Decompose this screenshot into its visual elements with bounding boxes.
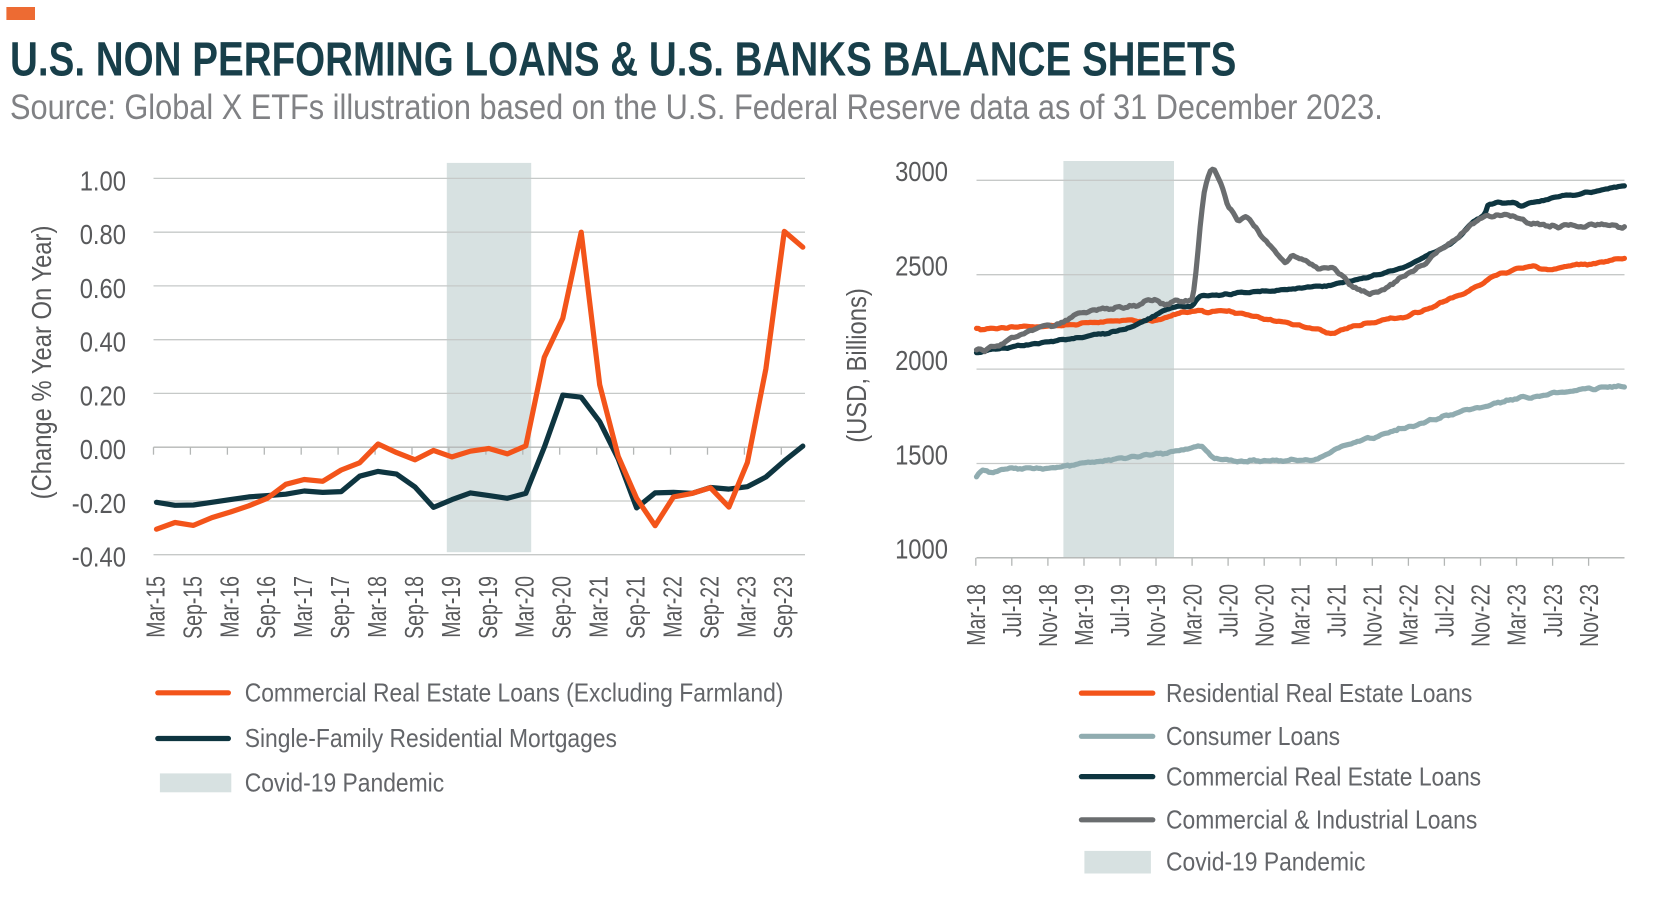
- svg-text:Nov-21: Nov-21: [1358, 584, 1387, 647]
- svg-text:0.60: 0.60: [80, 272, 126, 304]
- svg-text:2500: 2500: [895, 250, 948, 282]
- svg-text:Nov-18: Nov-18: [1033, 584, 1062, 647]
- svg-text:Sep-20: Sep-20: [547, 576, 576, 639]
- svg-text:Covid-19 Pandemic: Covid-19 Pandemic: [1166, 848, 1365, 877]
- svg-text:Sep-23: Sep-23: [768, 576, 797, 639]
- svg-text:Mar-22: Mar-22: [1394, 584, 1423, 646]
- svg-text:Commercial Real Estate Loans: Commercial Real Estate Loans: [1166, 763, 1481, 792]
- svg-text:Source: Global X ETFs illustra: Source: Global X ETFs illustration based…: [10, 87, 1383, 126]
- svg-text:0.80: 0.80: [80, 218, 126, 250]
- svg-text:3000: 3000: [895, 155, 948, 187]
- svg-text:Mar-22: Mar-22: [658, 576, 687, 638]
- svg-text:Commercial & Industrial Loans: Commercial & Industrial Loans: [1166, 806, 1477, 835]
- svg-text:Jul-19: Jul-19: [1105, 584, 1134, 637]
- svg-text:Mar-17: Mar-17: [288, 576, 317, 638]
- svg-text:(USD, Billions): (USD, Billions): [840, 288, 872, 443]
- svg-text:0.00: 0.00: [80, 433, 126, 465]
- svg-text:-0.40: -0.40: [72, 541, 126, 573]
- svg-text:Mar-20: Mar-20: [1178, 584, 1207, 646]
- svg-text:Sep-16: Sep-16: [251, 576, 280, 639]
- svg-text:Sep-15: Sep-15: [178, 576, 207, 639]
- svg-text:Covid-19 Pandemic: Covid-19 Pandemic: [245, 769, 444, 798]
- svg-text:Mar-19: Mar-19: [1069, 584, 1098, 646]
- svg-text:Sep-22: Sep-22: [695, 576, 724, 639]
- svg-text:Jul-20: Jul-20: [1214, 584, 1243, 637]
- svg-text:Mar-23: Mar-23: [1502, 584, 1531, 646]
- svg-text:(Change % Year On Year): (Change % Year On Year): [25, 226, 57, 500]
- svg-text:Single-Family Residential Mort: Single-Family Residential Mortgages: [245, 725, 617, 754]
- svg-text:Mar-21: Mar-21: [584, 576, 613, 638]
- svg-text:U.S. NON PERFORMING LOANS & U.: U.S. NON PERFORMING LOANS & U.S. BANKS B…: [10, 34, 1236, 87]
- svg-text:Nov-23: Nov-23: [1574, 584, 1603, 647]
- svg-text:Mar-18: Mar-18: [961, 584, 990, 646]
- svg-text:Jul-21: Jul-21: [1322, 584, 1351, 637]
- svg-text:Nov-22: Nov-22: [1466, 584, 1495, 647]
- svg-text:-0.20: -0.20: [72, 487, 126, 519]
- svg-text:Sep-17: Sep-17: [325, 576, 354, 639]
- svg-text:Mar-20: Mar-20: [510, 576, 539, 638]
- svg-text:Mar-23: Mar-23: [732, 576, 761, 638]
- svg-text:Sep-18: Sep-18: [399, 576, 428, 639]
- svg-text:Commercial Real Estate Loans (: Commercial Real Estate Loans (Excluding …: [245, 679, 784, 708]
- svg-text:1000: 1000: [895, 533, 948, 565]
- svg-text:Sep-19: Sep-19: [473, 576, 502, 639]
- svg-text:Sep-21: Sep-21: [621, 576, 650, 639]
- svg-text:Mar-15: Mar-15: [141, 576, 170, 638]
- svg-text:Jul-18: Jul-18: [997, 584, 1026, 637]
- svg-text:0.20: 0.20: [80, 380, 126, 412]
- svg-text:Jul-22: Jul-22: [1430, 584, 1459, 637]
- svg-text:1500: 1500: [895, 438, 948, 470]
- svg-text:Mar-21: Mar-21: [1286, 584, 1315, 646]
- svg-text:Consumer Loans: Consumer Loans: [1166, 723, 1340, 752]
- svg-text:Mar-16: Mar-16: [215, 576, 244, 638]
- svg-text:1.00: 1.00: [80, 165, 126, 197]
- svg-text:Mar-19: Mar-19: [436, 576, 465, 638]
- svg-text:Jul-23: Jul-23: [1538, 584, 1567, 637]
- svg-text:0.40: 0.40: [80, 326, 126, 358]
- svg-text:2000: 2000: [895, 344, 948, 376]
- svg-text:Mar-18: Mar-18: [362, 576, 391, 638]
- svg-text:Nov-20: Nov-20: [1250, 584, 1279, 647]
- svg-text:Residential Real Estate Loans: Residential Real Estate Loans: [1166, 680, 1472, 709]
- svg-text:Nov-19: Nov-19: [1141, 584, 1170, 647]
